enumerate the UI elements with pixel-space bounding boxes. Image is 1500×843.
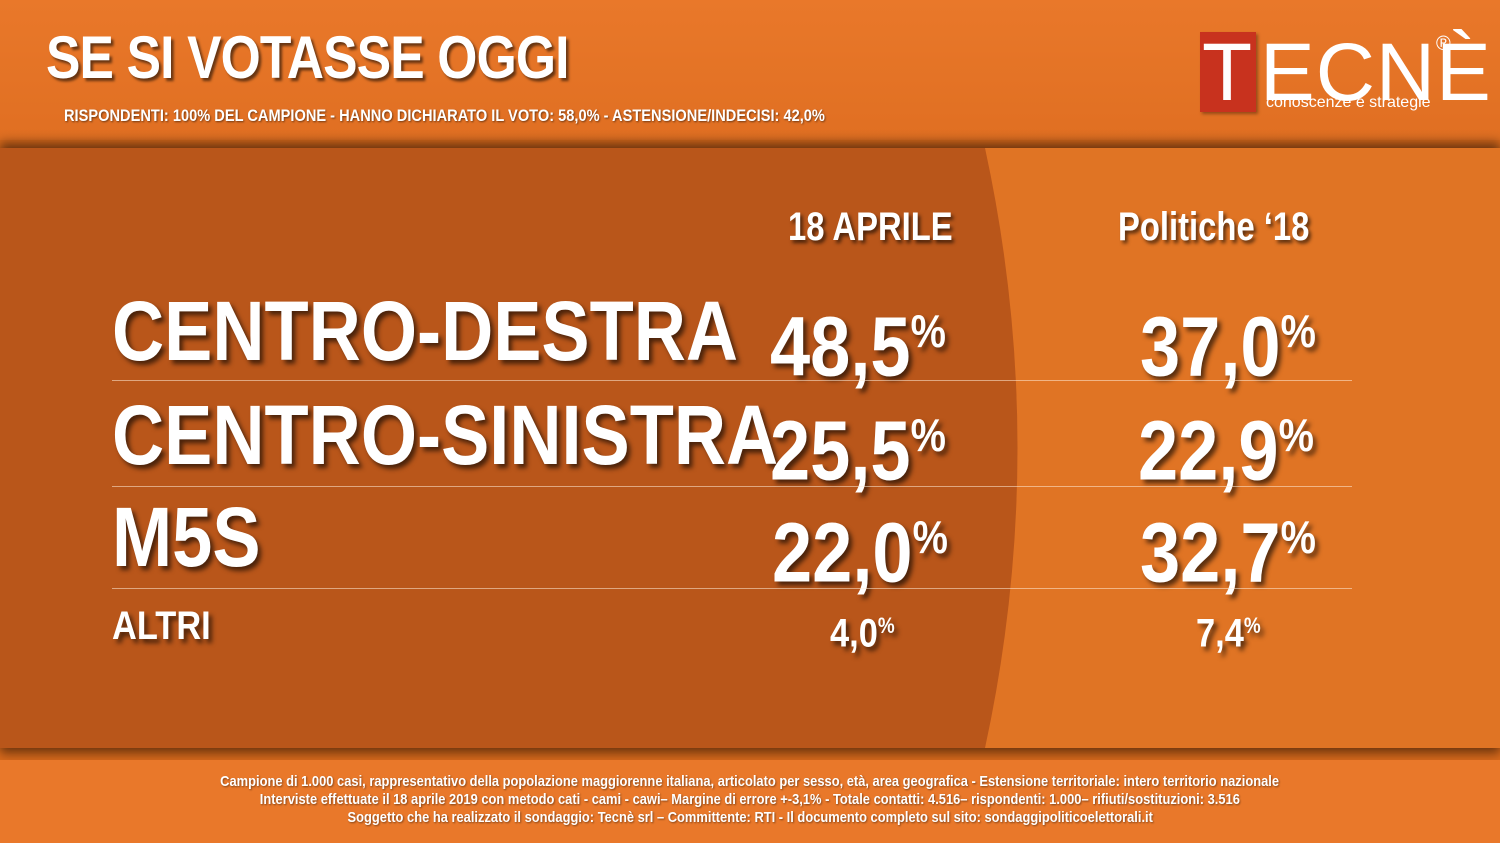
logo-red-box: T [1200, 27, 1256, 118]
value-centro-destra-politiche-18: 37,0% [1140, 286, 1316, 392]
percent-sign: % [1280, 305, 1316, 357]
header-bar: SE SI VOTASSE OGGI RISPONDENTI: 100% DEL… [0, 0, 1500, 140]
value-m5s-politiche-18: 32,7% [1140, 492, 1316, 598]
percent-sign: % [877, 613, 895, 638]
footer-line-2: Interviste effettuate il 18 aprile 2019 … [0, 791, 1500, 809]
row-label-centro-sinistra: CENTRO-SINISTRA [112, 388, 779, 482]
footer-text: Interviste effettuate il 18 aprile 2019 … [259, 791, 1241, 808]
value-number: 25,5 [770, 403, 911, 498]
value-altri-politiche-18: 7,4% [1196, 604, 1261, 656]
logo-letter: T [1202, 27, 1253, 118]
percent-sign: % [912, 511, 948, 563]
value-number: 7,4 [1196, 611, 1244, 656]
value-altri-18-aprile: 4,0% [830, 604, 895, 656]
row-label-centro-destra: CENTRO-DESTRA [112, 284, 739, 378]
value-centro-sinistra-18-aprile: 25,5% [770, 390, 946, 496]
percent-sign: % [910, 409, 946, 461]
row-separator [112, 380, 1352, 381]
value-centro-sinistra-politiche-18: 22,9% [1138, 390, 1314, 496]
percent-sign: % [910, 305, 946, 357]
percent-sign: % [1243, 613, 1261, 638]
row-separator [112, 588, 1352, 589]
footer-line-1: Campione di 1.000 casi, rappresentativo … [0, 773, 1500, 791]
registered-mark: ® [1436, 33, 1451, 55]
value-centro-destra-18-aprile: 48,5% [770, 286, 946, 392]
value-number: 37,0 [1140, 299, 1281, 394]
value-number: 4,0 [830, 611, 878, 656]
footer-line-3: Soggetto che ha realizzato il sondaggio:… [0, 809, 1500, 827]
value-number: 22,0 [772, 505, 913, 600]
value-m5s-18-aprile: 22,0% [772, 492, 948, 598]
page-subtitle: RISPONDENTI: 100% DEL CAMPIONE - HANNO D… [64, 106, 825, 125]
percent-sign: % [1280, 511, 1316, 563]
row-label-m5s: M5S [112, 490, 261, 584]
row-label-altri: ALTRI [112, 604, 211, 648]
column-header-politiche-18: Politiche ‘18 [1118, 205, 1310, 249]
value-number: 48,5 [770, 299, 911, 394]
tecne-logo: T ECNÈ ® conoscenze e strategie [1200, 27, 1491, 118]
results-panel [0, 148, 1500, 748]
panel-dark-shape [0, 148, 1018, 748]
column-header-18-aprile: 18 APRILE [788, 205, 953, 249]
row-separator [112, 486, 1352, 487]
logo-wordmark: ECNÈ [1260, 27, 1492, 118]
value-number: 22,9 [1138, 403, 1279, 498]
percent-sign: % [1278, 409, 1314, 461]
footer-text: Campione di 1.000 casi, rappresentativo … [220, 773, 1280, 790]
page-title: SE SI VOTASSE OGGI [46, 24, 569, 91]
footer-notes: Campione di 1.000 casi, rappresentativo … [0, 760, 1500, 843]
value-number: 32,7 [1140, 505, 1281, 600]
footer-text: Soggetto che ha realizzato il sondaggio:… [347, 809, 1153, 826]
logo-tagline: conoscenze e strategie [1266, 94, 1431, 111]
